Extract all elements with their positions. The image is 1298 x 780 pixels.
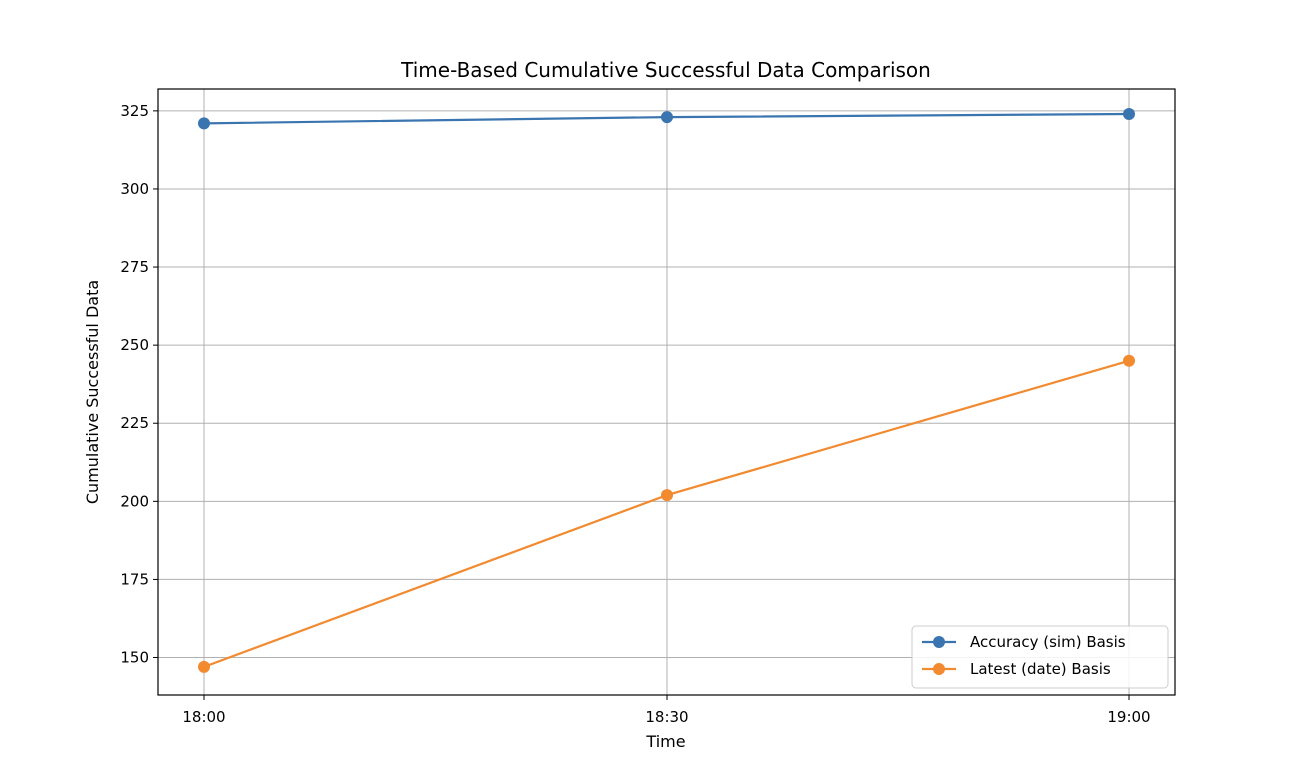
x-axis-label: Time (645, 732, 685, 751)
data-point (661, 489, 673, 502)
y-tick-label: 225 (120, 414, 149, 432)
y-tick-label: 300 (120, 180, 149, 198)
data-point (661, 111, 673, 124)
series-layer (198, 107, 1135, 673)
legend-box (911, 625, 1169, 689)
y-tick-label: 275 (120, 258, 149, 276)
y-tick-label: 175 (120, 570, 149, 588)
legend-marker (933, 636, 945, 648)
data-point (1123, 107, 1135, 120)
x-tick-label: 18:30 (645, 708, 688, 726)
data-point (198, 117, 210, 130)
grid (158, 89, 1175, 695)
y-tick-label: 250 (120, 336, 149, 354)
y-axis-label: Cumulative Successful Data (83, 280, 102, 504)
legend: Accuracy (sim) Basis Latest (date) Basis (911, 625, 1169, 689)
chart-title: Time-Based Cumulative Successful Data Co… (400, 58, 931, 82)
y-tick-label: 200 (120, 492, 149, 510)
data-point (1123, 354, 1135, 367)
y-tick-label: 325 (120, 102, 149, 120)
x-tick-label: 19:00 (1107, 708, 1150, 726)
x-axis: 18:00 18:30 19:00 (182, 695, 1151, 726)
legend-label: Latest (date) Basis (970, 660, 1111, 678)
data-point (198, 660, 210, 673)
legend-marker (933, 663, 945, 675)
y-tick-label: 150 (120, 649, 149, 667)
legend-label: Accuracy (sim) Basis (970, 633, 1126, 651)
x-tick-label: 18:00 (182, 708, 225, 726)
y-axis: 150 175 200 225 250 275 300 325 (120, 102, 158, 667)
